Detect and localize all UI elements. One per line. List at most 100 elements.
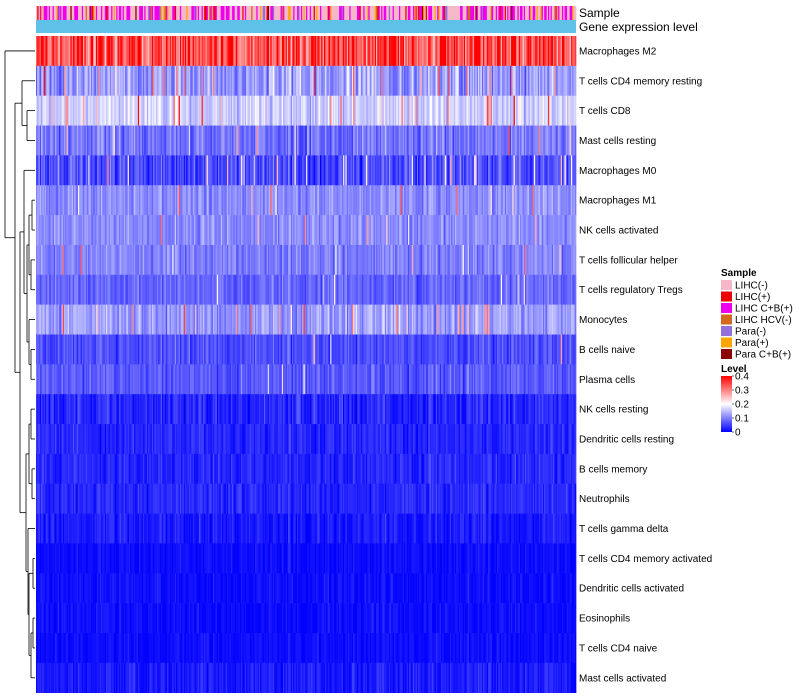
heatmap-cell	[232, 334, 234, 365]
heatmap-cell	[425, 155, 428, 186]
heatmap-cell	[453, 215, 456, 246]
heatmap-cell	[62, 65, 65, 96]
heatmap-cell	[452, 304, 455, 335]
heatmap-cell	[55, 65, 57, 96]
heatmap-cell	[224, 244, 227, 276]
heatmap-cell	[44, 215, 47, 246]
heatmap-cell	[36, 125, 38, 156]
heatmap-cell	[326, 185, 328, 216]
heatmap-cell	[103, 185, 106, 216]
heatmap-cell	[555, 304, 558, 335]
heatmap-cell	[46, 36, 48, 67]
heatmap-cell	[206, 304, 209, 335]
heatmap-cell	[149, 125, 151, 156]
heatmap-cell	[532, 304, 535, 335]
heatmap-cell	[523, 155, 526, 186]
sample-annotation-cell	[140, 6, 143, 20]
heatmap-cell	[455, 155, 457, 186]
heatmap-cell	[144, 65, 146, 96]
heatmap-cell	[90, 185, 93, 216]
heatmap-cell	[221, 215, 224, 246]
heatmap-cell	[47, 334, 50, 365]
heatmap-cell	[70, 36, 73, 67]
heatmap-cell	[181, 95, 183, 126]
heatmap-cell	[321, 65, 323, 96]
heatmap-cell	[173, 65, 176, 96]
sample-annotation-cell	[438, 6, 441, 20]
heatmap-cell	[318, 65, 321, 96]
sample-annotation-cell	[406, 6, 409, 20]
heatmap-cell	[339, 65, 341, 96]
heatmap-cell	[456, 95, 458, 126]
heatmap-cell	[449, 65, 452, 96]
heatmap-cell	[169, 215, 172, 246]
heatmap-cell	[377, 125, 379, 156]
heatmap-cell	[229, 334, 232, 365]
heatmap-cell	[563, 274, 565, 305]
heatmap-cell	[573, 155, 576, 186]
heatmap-cell	[411, 215, 414, 246]
heatmap-cell	[495, 95, 498, 126]
heatmap-cell	[277, 274, 280, 305]
heatmap-cell	[64, 274, 66, 305]
heatmap-cell	[523, 215, 526, 246]
heatmap-cell	[327, 125, 330, 156]
heatmap-cell	[539, 185, 541, 216]
heatmap-cell	[325, 65, 327, 96]
heatmap-cell	[257, 125, 260, 156]
heatmap-cell	[326, 95, 328, 126]
heatmap-cell	[238, 95, 241, 126]
sample-annotation-cell	[291, 6, 294, 20]
heatmap-cell	[75, 215, 78, 246]
sample-annotation-cell	[553, 6, 555, 20]
heatmap-cell	[511, 36, 513, 67]
heatmap-cell	[52, 244, 55, 276]
heatmap-cell	[381, 95, 383, 126]
heatmap-cell	[429, 215, 432, 246]
heatmap-cell	[544, 274, 546, 305]
heatmap-cell	[137, 215, 140, 246]
sample-annotation-cell	[316, 6, 318, 20]
heatmap-cell	[522, 65, 525, 96]
heatmap-cell	[396, 125, 399, 156]
heatmap-cell	[556, 185, 559, 216]
heatmap-cell	[79, 185, 81, 216]
sample-annotation-cell	[398, 6, 401, 20]
heatmap-cell	[284, 125, 286, 156]
heatmap-cell	[364, 125, 367, 156]
heatmap-cell	[67, 65, 70, 96]
heatmap-cell	[106, 65, 108, 96]
heatmap-cell	[447, 95, 449, 126]
heatmap-cell	[405, 65, 407, 96]
heatmap-cell	[38, 334, 41, 365]
heatmap-cell	[281, 274, 284, 305]
heatmap-cell	[228, 95, 230, 126]
heatmap-cell	[293, 65, 295, 96]
heatmap-cell	[512, 95, 514, 126]
heatmap-cell	[235, 334, 238, 365]
heatmap-cell	[167, 274, 169, 305]
heatmap-cell	[355, 244, 358, 276]
heatmap-cell	[293, 304, 295, 335]
heatmap-cell	[313, 36, 316, 67]
heatmap-cell	[540, 125, 542, 156]
heatmap-cell	[95, 334, 98, 365]
heatmap-cell	[504, 65, 507, 96]
heatmap-cell	[269, 155, 271, 186]
heatmap-cell	[485, 95, 488, 126]
heatmap-cell	[117, 334, 120, 365]
heatmap-cell	[72, 65, 75, 96]
heatmap-cell	[195, 36, 197, 67]
heatmap-cell	[260, 274, 262, 305]
heatmap-cell	[316, 125, 318, 156]
heatmap-cell	[360, 65, 363, 96]
heatmap-cell	[416, 215, 419, 246]
heatmap-cell	[531, 215, 534, 246]
heatmap-cell	[523, 125, 526, 156]
sample-annotation-cell	[451, 6, 453, 20]
heatmap-cell	[514, 215, 517, 246]
heatmap-cell	[97, 334, 99, 365]
sample-annotation-cell	[424, 6, 427, 20]
heatmap-cell	[334, 244, 336, 276]
sample-annotation-cell	[528, 6, 531, 20]
